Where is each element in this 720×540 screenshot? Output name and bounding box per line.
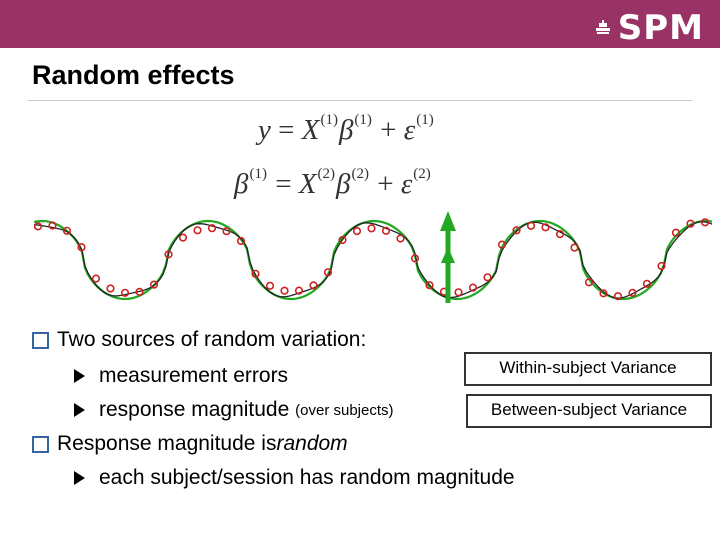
data-marker: [164, 250, 173, 259]
equation-second-level: β(1) = X(2)β(2) + ε(2): [234, 166, 432, 201]
data-marker: [396, 234, 405, 243]
data-marker: [700, 218, 710, 227]
eq2-lhs: β: [234, 168, 249, 200]
data-marker: [236, 236, 246, 246]
data-marker: [381, 226, 391, 235]
between-subject-variance-box: Between-subject Variance: [466, 394, 712, 428]
data-marker: [251, 269, 260, 278]
eq2-beta-sup: (2): [351, 166, 369, 182]
subbullet-response-note: (over subjects): [295, 401, 394, 419]
bullet-random: Response magnitude is random: [32, 432, 348, 456]
data-marker: [526, 221, 536, 230]
data-marker: [91, 274, 101, 283]
data-marker: [352, 227, 362, 236]
eq1-beta: β: [338, 114, 354, 146]
data-marker: [178, 233, 188, 242]
eq2-x: X: [298, 168, 317, 200]
subbullet-measurement: measurement errors: [74, 364, 288, 388]
data-marker: [207, 224, 217, 233]
data-marker: [280, 286, 289, 295]
data-marker: [106, 284, 115, 293]
data-marker: [425, 281, 434, 290]
spm-logo: SPM: [594, 10, 704, 46]
arrow-bullet-icon: [74, 369, 85, 383]
eq2-epsilon-sup: (2): [413, 166, 431, 182]
eq1-equals: =: [270, 114, 302, 146]
eq2-plus: +: [369, 168, 401, 200]
subbullet-magnitude: each subject/session has random magnitud…: [74, 466, 515, 490]
data-marker: [410, 254, 420, 263]
data-marker: [570, 243, 579, 252]
data-marker: [309, 281, 318, 290]
checkbox-bullet-icon: [32, 435, 49, 453]
logo-text: SPM: [617, 8, 704, 48]
data-marker: [657, 261, 666, 271]
title-bar: SPM: [0, 0, 720, 48]
bullet-sources-text: Two sources of random variation:: [57, 328, 367, 351]
data-marker: [48, 221, 57, 230]
data-marker: [497, 240, 507, 249]
eq2-epsilon: ε: [400, 168, 413, 200]
bullet-random-text: Response magnitude is: [57, 432, 277, 455]
data-curve: [34, 221, 713, 299]
data-marker: [34, 222, 43, 231]
data-marker: [613, 292, 623, 301]
data-marker: [642, 279, 652, 288]
eq2-x-sup: (2): [317, 166, 336, 182]
data-marker: [686, 219, 695, 228]
data-marker: [135, 287, 144, 296]
eq1-x: X: [301, 114, 320, 146]
data-marker: [483, 273, 492, 282]
eq1-x-sup: (1): [320, 112, 338, 128]
brain-logo-icon: [595, 20, 610, 34]
eq1-lhs: y: [258, 114, 271, 146]
eq2-equals: =: [267, 168, 299, 200]
magnitude-arrow-icon: [440, 211, 456, 303]
data-markers: [34, 218, 710, 301]
subbullet-magnitude-text: each subject/session has random magnitud…: [99, 466, 515, 489]
equation-first-level: y = X(1)β(1) + ε(1): [258, 112, 435, 147]
data-marker: [671, 228, 681, 237]
data-marker: [454, 288, 463, 297]
eq1-epsilon: ε: [403, 114, 416, 146]
data-marker: [512, 226, 521, 235]
arrow-bullet-icon: [74, 471, 85, 485]
data-marker: [222, 227, 231, 236]
data-marker: [62, 226, 72, 235]
bullet-random-emphasis: random: [276, 432, 348, 455]
eq2-lhs-sup: (1): [249, 166, 267, 182]
title-divider: [28, 100, 692, 101]
eq1-epsilon-sup: (1): [416, 112, 434, 128]
slide-title: Random effects: [32, 60, 235, 90]
signal-plot: [34, 211, 713, 303]
bullet-sources: Two sources of random variation:: [32, 328, 366, 352]
data-marker: [584, 278, 594, 287]
subbullet-response: response magnitude (over subjects): [74, 398, 394, 422]
data-marker: [599, 289, 608, 298]
checkbox-bullet-icon: [32, 331, 49, 349]
data-marker: [468, 283, 478, 292]
eq1-plus: +: [372, 114, 404, 146]
data-marker: [541, 223, 550, 232]
data-marker: [265, 281, 275, 290]
data-marker: [323, 268, 333, 277]
eq1-beta-sup: (1): [354, 112, 372, 128]
data-marker: [120, 288, 130, 297]
data-marker: [338, 235, 347, 245]
within-subject-variance-box: Within-subject Variance: [464, 352, 712, 386]
subbullet-response-text: response magnitude: [99, 398, 290, 421]
data-marker: [628, 288, 637, 297]
data-marker: [555, 230, 565, 239]
model-curve: [34, 219, 713, 301]
data-marker: [193, 226, 202, 235]
arrow-bullet-icon: [74, 403, 85, 417]
data-marker: [367, 224, 376, 233]
data-marker: [294, 286, 304, 295]
subbullet-measurement-text: measurement errors: [99, 364, 289, 387]
eq2-beta: β: [336, 168, 351, 200]
data-marker: [77, 243, 86, 252]
data-marker: [149, 280, 159, 289]
